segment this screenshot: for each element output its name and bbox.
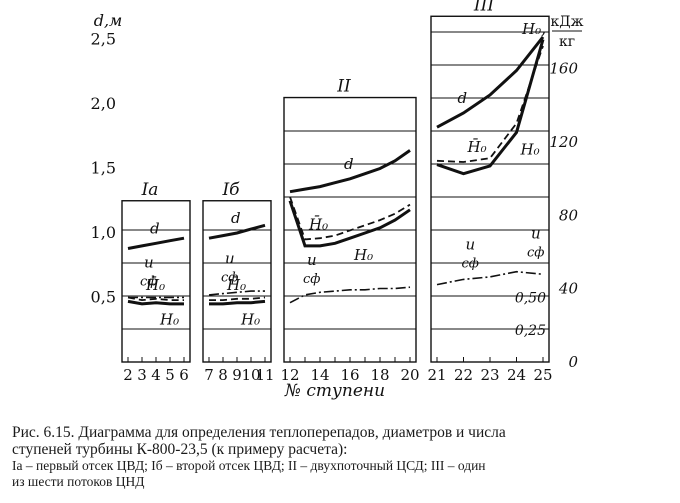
series-H0bar-line [289, 196, 411, 241]
left-tick-label: 1,0 [91, 223, 116, 242]
caption-line-1: Рис. 6.15. Диаграмма для определения теп… [12, 424, 506, 441]
right-axis-unit-top: кДж [550, 14, 583, 30]
label-u: u [144, 254, 154, 272]
label-d: d [344, 155, 354, 173]
right-axis: 0 40 80 120 160 0,25 0,50 H₀, кДж кг [515, 14, 584, 371]
label-H0: H₀ [159, 311, 179, 329]
series-ucf-line [289, 286, 411, 304]
panel-name: III [473, 0, 494, 15]
label-cf: cф [462, 256, 479, 271]
series-H0-line [436, 39, 545, 176]
label-d: d [231, 209, 241, 227]
panel-frame [430, 15, 550, 363]
x-tick-label: 5 [165, 366, 175, 384]
label-u: u [466, 235, 476, 253]
panel-1: 2 3 4 5 6 Iа d H₀ H̄₀ u cф [121, 180, 191, 384]
panel-4: 21 22 23 24 25 III d H₀ H̄₀ u cф u cф [427, 0, 552, 384]
right-tick-label: 40 [558, 280, 579, 298]
label-H0: H₀ [240, 311, 260, 329]
right-tick-label: 160 [549, 60, 578, 78]
caption-line-4: из шести потоков ЦНД [12, 474, 145, 489]
right-axis-symbol: H₀, [521, 20, 546, 38]
label-d: d [458, 89, 468, 107]
ratio-tick-label: 0,25 [515, 323, 546, 339]
series-H0-line [127, 299, 184, 306]
x-tick-label: 2 [123, 366, 133, 384]
series-H0-line [288, 200, 411, 248]
x-tick-label: 6 [179, 366, 189, 384]
x-tick-label: 12 [280, 366, 299, 384]
label-H0: H₀ [520, 140, 540, 158]
series-ucf-line [436, 270, 544, 286]
x-tick-label: 4 [151, 366, 161, 384]
x-tick-label: 14 [310, 366, 329, 384]
label-u: u [307, 251, 317, 269]
label-H0bar: H̄₀ [467, 138, 487, 156]
series-H0-line [209, 299, 266, 306]
caption-line-2: ступеней турбины К-800-23,5 (к примеру р… [12, 441, 348, 458]
panel-name: Iб [221, 180, 240, 200]
x-tick-label: 21 [427, 366, 446, 384]
ratio-tick-label: 0,50 [515, 291, 546, 307]
left-tick-label: 2,0 [91, 94, 116, 113]
panel-3: 12 14 16 18 20 II d H₀ H̄₀ u cф [280, 77, 419, 384]
panel-name: Iа [141, 180, 159, 200]
series-d-line [127, 236, 185, 250]
label-H0bar: H̄₀ [226, 276, 246, 294]
x-tick-label: 22 [454, 366, 473, 384]
left-axis-label: d,м [94, 11, 123, 30]
label-cf: cф [303, 272, 320, 287]
left-tick-label: 1,5 [91, 159, 116, 178]
label-H0bar: H̄₀ [308, 215, 328, 233]
x-tick-label: 7 [204, 366, 214, 384]
x-tick-label: 16 [340, 366, 359, 384]
label-u-right: u [531, 224, 541, 242]
left-tick-label: 0,5 [91, 288, 116, 307]
label-cf: cф [140, 275, 157, 290]
x-tick-label: 18 [370, 366, 389, 384]
x-tick-label: 11 [255, 366, 274, 384]
label-d: d [150, 219, 160, 237]
x-tick-label: 10 [241, 366, 260, 384]
series-H0bar-line [436, 45, 544, 163]
series-H0bar-line [209, 296, 266, 301]
right-tick-label: 0 [568, 353, 578, 371]
right-tick-label: 120 [549, 133, 578, 151]
right-tick-label: 80 [559, 206, 579, 224]
right-axis-unit-bottom: кг [559, 34, 575, 50]
label-u: u [225, 250, 235, 268]
left-tick-label: 2,5 [91, 30, 116, 49]
label-cf: cф [221, 271, 238, 286]
left-axis: 0,5 1,0 1,5 2,0 2,5d,м [91, 11, 123, 307]
x-tick-label: 25 [533, 366, 552, 384]
label-H0bar: H̄₀ [145, 276, 165, 294]
x-tick-label: 9 [232, 366, 242, 384]
figure-caption: Рис. 6.15. Диаграмма для определения теп… [12, 424, 674, 490]
series-d-line [436, 35, 545, 129]
x-axis-label: № ступени [284, 381, 385, 401]
series-ucf-line [208, 290, 265, 296]
panel-name: II [336, 77, 351, 97]
x-tick-label: 23 [480, 366, 499, 384]
series-H0bar-line [127, 296, 184, 302]
caption-line-3: Iа – первый отсек ЦВД; Iб – второй отсек… [12, 458, 486, 473]
x-tick-label: 3 [137, 366, 147, 384]
x-tick-label: 24 [507, 366, 526, 384]
series-d-line [289, 149, 411, 194]
x-tick-label: 20 [400, 366, 419, 384]
x-tick-label: 8 [218, 366, 228, 384]
series-d-line [208, 223, 266, 240]
label-H0: H₀ [353, 246, 373, 264]
label-cf-right: cф [527, 245, 544, 260]
